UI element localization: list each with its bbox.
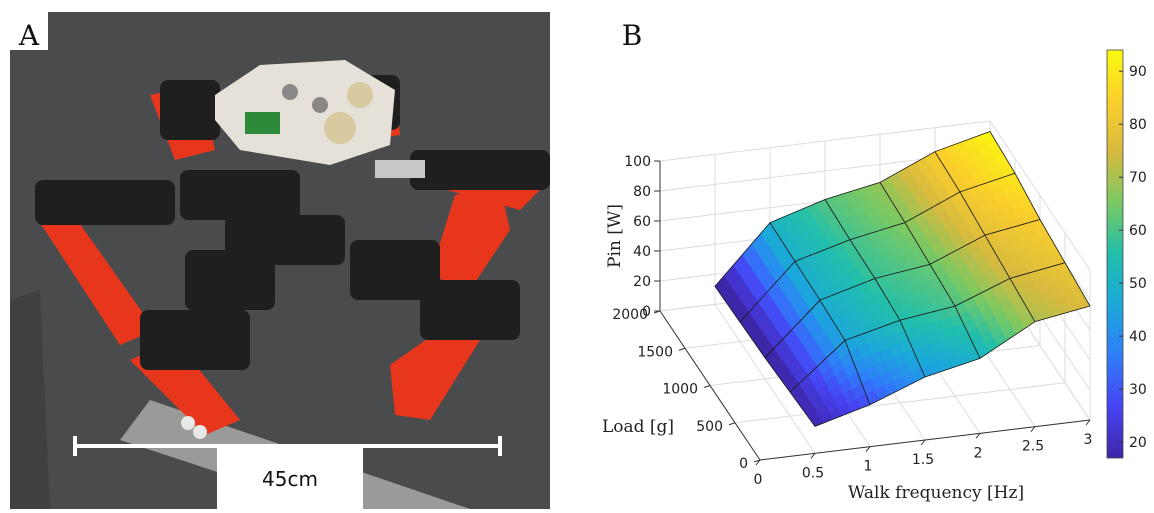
x-tick-label: 1.5 bbox=[912, 452, 934, 468]
z-tick-label: 100 bbox=[624, 154, 651, 170]
z-tick-label: 0 bbox=[642, 304, 651, 320]
x-tick bbox=[975, 433, 981, 439]
scale-bar bbox=[73, 436, 502, 456]
y-tick bbox=[703, 385, 711, 388]
panel-b: B 0 0.5 1 1.5 2 2.5 3 0 500 1000 1500 2000 0 20 40 60 80… bbox=[560, 0, 1154, 509]
grid-line bbox=[734, 382, 1066, 424]
colorbar-tick-label: 70 bbox=[1129, 170, 1147, 186]
y-tick-label: 2000 bbox=[612, 307, 648, 323]
y-tick bbox=[678, 347, 686, 351]
x-axis-label: Walk frequency [Hz] bbox=[848, 483, 1024, 503]
grid-line bbox=[989, 120, 1091, 271]
grid-line bbox=[659, 120, 991, 162]
colorbar-gradient bbox=[1106, 49, 1124, 459]
colorbar-tick-label: 60 bbox=[1129, 223, 1147, 239]
x-tick-label: 1 bbox=[864, 459, 873, 475]
z-tick-label: 80 bbox=[633, 184, 651, 200]
scale-label: 45cm bbox=[262, 467, 318, 491]
y-tick bbox=[753, 459, 761, 463]
surface-mesh-cell bbox=[1009, 262, 1091, 323]
panel-a: 45cm A bbox=[0, 0, 560, 509]
z-tick-label: 20 bbox=[633, 274, 651, 290]
y-tick bbox=[728, 422, 736, 426]
servo-motors bbox=[35, 75, 550, 370]
x-tick-label: 0 bbox=[754, 472, 763, 488]
x-tick bbox=[1085, 419, 1091, 426]
z-tick-label: 40 bbox=[633, 244, 651, 260]
colorbar-tick-label: 30 bbox=[1129, 382, 1147, 398]
x-tick bbox=[920, 439, 926, 446]
scale-box bbox=[217, 448, 363, 509]
x-tick-label: 3 bbox=[1084, 432, 1093, 448]
x-tick bbox=[810, 453, 816, 459]
robot-photo: 45cm A bbox=[10, 12, 550, 509]
surface-plot bbox=[714, 131, 1091, 427]
panel-label-box bbox=[10, 12, 48, 50]
colorbar-tick-label: 80 bbox=[1129, 117, 1147, 133]
x-tick bbox=[755, 459, 761, 466]
panel-a-label: A bbox=[18, 19, 40, 52]
surface-chart: B 0 0.5 1 1.5 2 2.5 30500100015002000020406080… bbox=[602, 19, 1147, 503]
x-tick-label: 2.5 bbox=[1022, 439, 1044, 455]
y-tick-label: 500 bbox=[696, 419, 723, 435]
z-axis-label: Pin [W] bbox=[605, 204, 625, 268]
y-tick-label: 1500 bbox=[637, 344, 673, 360]
x-tick-label: 0.5 bbox=[802, 465, 824, 481]
y-tick-label: 0 bbox=[739, 456, 748, 472]
colorbar-tick-label: 40 bbox=[1129, 329, 1147, 345]
y-tick-label: 1000 bbox=[662, 382, 698, 398]
y-axis-label: Load [g] bbox=[602, 417, 674, 437]
colorbar-tick-label: 20 bbox=[1129, 435, 1147, 451]
z-tick-label: 60 bbox=[633, 214, 651, 230]
chart-axes: 0 0.5 1 1.5 2 2.5 3050010001500200002040608010… bbox=[612, 154, 1092, 488]
x-tick bbox=[1030, 426, 1036, 432]
x-tick bbox=[865, 446, 871, 452]
x-tick-label: 2 bbox=[974, 445, 983, 461]
panel-b-label: B bbox=[622, 19, 643, 52]
colorbar-tick-label: 50 bbox=[1129, 276, 1147, 292]
colorbar-tick-label: 90 bbox=[1129, 64, 1147, 80]
colorbar: 20 30 40 50 60 70 80 90 bbox=[1106, 49, 1147, 459]
